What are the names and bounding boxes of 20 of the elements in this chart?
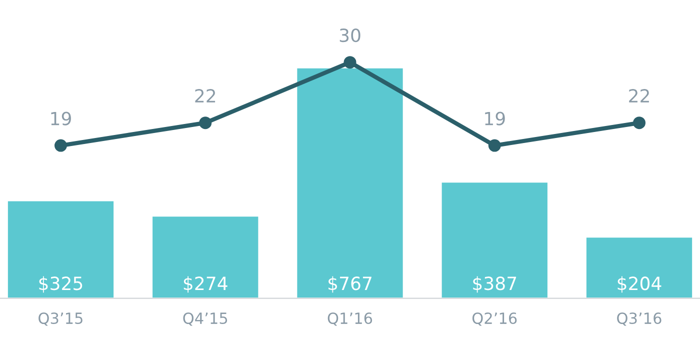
data-label: 22 — [629, 89, 649, 102]
data-label: 19 — [485, 112, 505, 126]
x-tick-label: Q3’16 — [617, 312, 662, 326]
x-tick-label: Q3’15 — [38, 312, 82, 326]
x-tick-label: Q2’16 — [472, 312, 517, 326]
bar — [296, 66, 404, 298]
data-label: 19 — [51, 112, 71, 126]
data-label: $204 — [618, 276, 662, 293]
data-label: 22 — [195, 89, 216, 102]
x-tick-label: Q1’16 — [328, 312, 372, 326]
x-tick-label: Q4’15 — [183, 312, 228, 326]
data-label: $387 — [473, 276, 516, 293]
bar — [151, 215, 260, 298]
bar — [585, 236, 694, 298]
data-label: $274 — [184, 276, 228, 293]
bar — [6, 200, 115, 298]
data-label: 30 — [340, 28, 360, 42]
data-label: $767 — [328, 276, 372, 293]
bar — [440, 181, 549, 298]
data-label: $325 — [39, 276, 82, 293]
